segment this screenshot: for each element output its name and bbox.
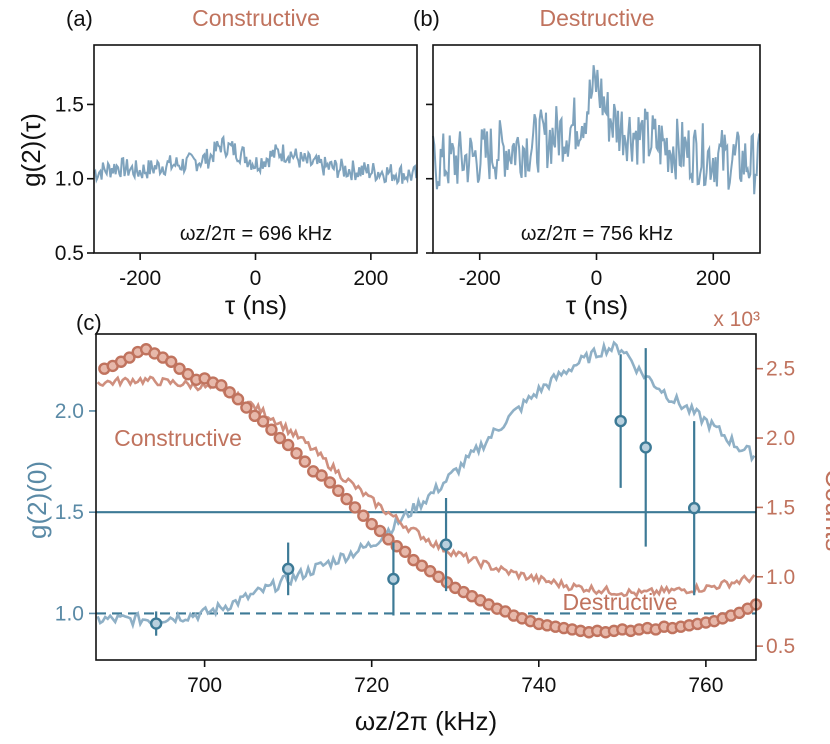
counts-point: [432, 570, 445, 583]
panel-c-ticks: 700 720 740 760 1.0 1.5 2.0 0.5 1.0 1.5 2.0 2.5: [55, 358, 795, 697]
counts-point: [373, 524, 387, 538]
g2-point: [614, 414, 627, 428]
g2-point: [687, 501, 701, 515]
counts-point: [298, 455, 312, 468]
ytick-right-label: 0.5: [766, 635, 795, 658]
xtick-label: 0: [250, 267, 262, 290]
counts-point: [173, 362, 186, 375]
panel-a: (a) Constructive -200 0 200 0.5 1.0 1.5 ωz/2π…: [16, 5, 418, 320]
counts-point: [348, 501, 362, 514]
constructive-label: Constructive: [114, 425, 242, 451]
counts-point: [231, 393, 245, 406]
g2-points: [149, 348, 701, 636]
g2-point: [639, 441, 652, 454]
counts-point: [256, 415, 270, 428]
panel-a-frame: [93, 44, 418, 254]
counts-point: [323, 476, 337, 489]
counts-point: [423, 565, 437, 578]
panel-a-ylabel: g(2)(τ): [16, 113, 46, 187]
xtick-label: 720: [354, 674, 389, 697]
counts-point: [357, 509, 370, 522]
counts-point: [223, 386, 236, 399]
counts-points: [98, 343, 763, 639]
counts-point: [332, 484, 345, 497]
xtick-label: -200: [459, 267, 501, 290]
panel-c-ylabel-right: Counts: [820, 469, 830, 551]
counts-point: [407, 553, 420, 567]
panel-b-label: (b): [413, 6, 440, 31]
xtick-label: 700: [187, 674, 222, 697]
panel-a-title: Constructive: [192, 5, 320, 31]
panel-b-ticks: -200 0 200: [426, 103, 731, 290]
panel-b-xlabel: τ (ns): [566, 290, 628, 320]
panel-b-annotation: ωz/2π = 756 kHz: [521, 223, 673, 245]
xtick-label: 740: [521, 674, 556, 697]
counts-point: [340, 492, 353, 506]
panel-c-xlabel: ωz/2π (kHz): [355, 706, 497, 736]
xtick-label: 200: [353, 267, 388, 290]
panel-c-ylabel-left: g(2)(0): [22, 461, 52, 539]
panel-a-series-line: [93, 134, 418, 186]
g2-point: [281, 562, 295, 576]
panel-b-title: Destructive: [539, 5, 654, 31]
counts-point: [415, 559, 429, 572]
panel-a-ticks: -200 0 200 0.5 1.0 1.5: [55, 93, 389, 290]
g2-point: [149, 617, 163, 630]
counts-point: [315, 469, 328, 482]
panel-b: (b) Destructive -200 0 200 ωz/2π = 756 kHz…: [413, 5, 761, 320]
ytick-left-label: 2.0: [55, 400, 84, 423]
counts-point: [273, 431, 286, 445]
counts-point: [281, 438, 295, 452]
panel-c: (c) x 10³ 700 720 740 760 1.0 1.5 2.0 0.5 1.0 1.5…: [22, 308, 830, 736]
ytick-label: 0.5: [55, 242, 84, 265]
counts-point: [398, 545, 412, 558]
ytick-right-label: 1.5: [766, 496, 795, 519]
xtick-label: 760: [688, 674, 723, 697]
panel-a-label: (a): [66, 6, 93, 31]
counts-point: [265, 423, 278, 436]
counts-point: [365, 517, 378, 531]
counts-point: [382, 533, 395, 546]
g2-point: [439, 538, 453, 551]
xtick-label: 0: [591, 267, 603, 290]
counts-point: [248, 409, 261, 423]
ytick-right-label: 2.5: [766, 358, 795, 381]
xtick-label: -200: [119, 267, 161, 290]
counts-point: [181, 368, 195, 381]
ytick-right-label: 2.0: [766, 427, 795, 450]
ytick-label: 1.0: [55, 168, 84, 191]
panel-a-annotation: ωz/2π = 696 kHz: [180, 223, 332, 245]
ytick-label: 1.5: [55, 93, 84, 116]
panel-a-xlabel: τ (ns): [225, 290, 287, 320]
panel-c-label: (c): [76, 310, 102, 335]
counts-point: [164, 355, 178, 368]
counts-point: [215, 379, 228, 392]
counts-point: [290, 447, 303, 460]
g2-point: [387, 572, 400, 586]
destructive-label: Destructive: [562, 589, 677, 615]
counts-point: [123, 351, 136, 364]
ytick-left-label: 1.5: [55, 501, 84, 524]
panel-b-frame: [432, 44, 761, 254]
counts-curve: [96, 375, 756, 599]
counts-point: [240, 401, 253, 414]
right-axis-multiplier: x 10³: [713, 308, 760, 331]
ytick-right-label: 1.0: [766, 566, 795, 589]
panel-b-series-line: [432, 65, 761, 195]
panel-c-frame: [95, 333, 757, 661]
ytick-left-label: 1.0: [55, 602, 84, 625]
xtick-label: 200: [696, 267, 731, 290]
